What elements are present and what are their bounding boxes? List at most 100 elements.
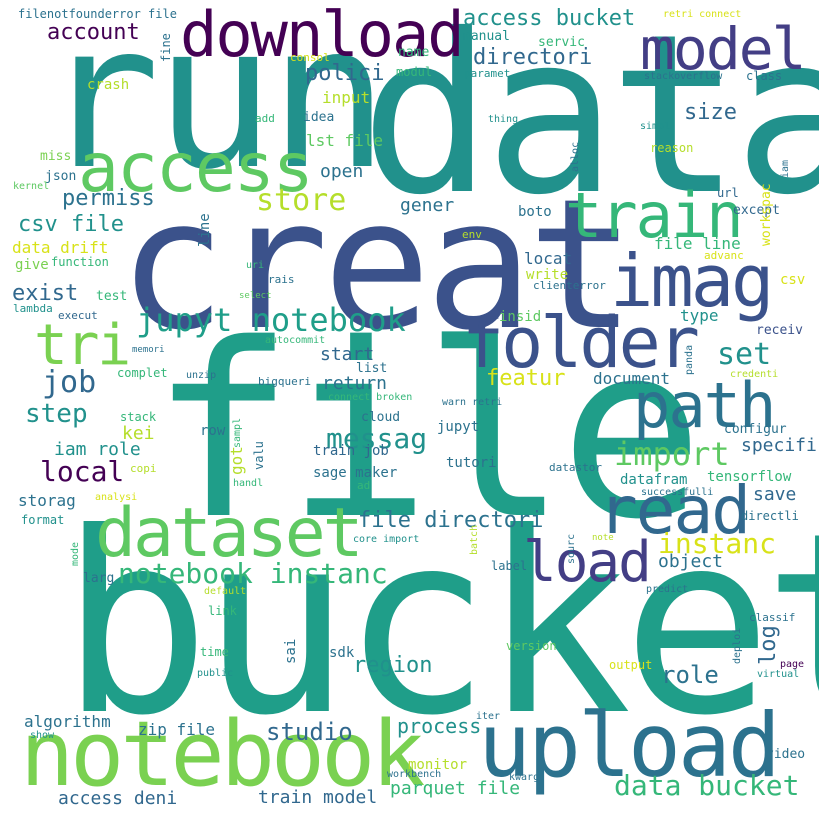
- word-handl: handl: [233, 478, 264, 489]
- word-csv: csv: [780, 272, 806, 288]
- word-specifi: specifi: [741, 435, 817, 456]
- word-directli: directli: [741, 509, 799, 523]
- word-filenotfounderror-file: filenotfounderror file: [18, 7, 177, 21]
- word-document: document: [593, 369, 671, 388]
- word-jupyt: jupyt: [437, 419, 480, 435]
- word-store: store: [256, 183, 347, 218]
- word-notebook-instanc: notebook instanc: [118, 557, 388, 590]
- word-set: set: [717, 337, 772, 372]
- word-gener: gener: [400, 195, 455, 216]
- word-default: default: [204, 586, 247, 597]
- word-deploi: deploi: [732, 627, 743, 664]
- word-train-model: train model: [258, 787, 378, 808]
- word-reason: reason: [650, 141, 694, 155]
- word-creat: creat: [118, 161, 636, 370]
- word-messag: messag: [326, 422, 428, 455]
- word-analysi: analysi: [95, 492, 138, 503]
- word-read: read: [598, 472, 751, 549]
- word-receiv: receiv: [756, 323, 803, 338]
- word-file-line: file line: [654, 234, 741, 253]
- word-csv-file: csv file: [18, 212, 124, 237]
- word-tri: tri: [34, 313, 131, 378]
- word-valu: valu: [252, 441, 266, 470]
- word-role: role: [661, 661, 719, 689]
- word-input: input: [322, 88, 371, 107]
- word-data-drift: data drift: [12, 238, 109, 257]
- word-bigqueri: bigqueri: [258, 375, 311, 388]
- word-algorithm: algorithm: [24, 712, 111, 731]
- word-label: label: [491, 559, 528, 573]
- word-tutori: tutori: [446, 455, 497, 471]
- word-rais: rais: [268, 273, 295, 286]
- word-stackoverflow: stackoverflow: [644, 71, 723, 82]
- word-got: got: [227, 446, 246, 475]
- word-fine: fine: [159, 33, 173, 62]
- word-credenti: credenti: [730, 369, 779, 380]
- word-data: data: [360, 0, 819, 243]
- word-unzip: unzip: [186, 370, 217, 381]
- word-type: type: [680, 306, 719, 325]
- word-list: list: [356, 361, 388, 376]
- word-write: write: [526, 267, 569, 283]
- word-path: path: [633, 369, 776, 442]
- word-memori: memori: [132, 345, 165, 355]
- word-lambda: lambda: [13, 302, 53, 315]
- word-workbench: workbench: [387, 769, 442, 780]
- word-cloud: cloud: [361, 410, 401, 425]
- word-boto: boto: [518, 204, 552, 220]
- word-notebook: notebook: [20, 702, 425, 807]
- word-sai: sai: [283, 638, 299, 664]
- word-run: run: [40, 0, 389, 214]
- word-larg: larg: [83, 571, 115, 586]
- word-import: import: [614, 435, 730, 473]
- word-model: model: [640, 15, 807, 83]
- word-file-directori: file directori: [358, 508, 544, 533]
- word-zip-file: zip file: [138, 720, 216, 739]
- word-clienterror: clienterror: [533, 279, 606, 292]
- word-format: format: [21, 513, 65, 527]
- word-log: log: [756, 625, 781, 665]
- word-step: step: [25, 399, 88, 429]
- word-sage-maker: sage maker: [313, 465, 398, 481]
- word-data-bucket: data bucket: [614, 769, 800, 802]
- word-monitor: monitor: [408, 757, 468, 773]
- word-virtual: virtual: [757, 669, 800, 680]
- word-advanc: advanc: [704, 249, 744, 262]
- word-select: select: [239, 291, 272, 301]
- word-public: public: [197, 668, 234, 679]
- word-version: version: [506, 639, 557, 653]
- word-time: time: [200, 645, 229, 659]
- word-lst-file: lst file: [306, 131, 384, 150]
- word-complet: complet: [117, 366, 168, 380]
- word-simpl: simpl: [640, 121, 671, 132]
- word-class: class: [746, 69, 783, 83]
- word-access-deni: access deni: [58, 788, 178, 809]
- word-process: process: [397, 714, 482, 738]
- word-connect-broken: connect broken: [328, 392, 413, 403]
- word-save: save: [753, 484, 797, 505]
- word-mode: mode: [70, 541, 81, 566]
- word-consol: consol: [290, 51, 330, 64]
- word-iam: iam: [780, 159, 791, 178]
- word-exist: exist: [12, 281, 79, 306]
- word-locat: locat: [524, 249, 573, 268]
- word-permiss: permiss: [62, 186, 155, 211]
- word-give: give: [15, 257, 49, 273]
- word-local: local: [40, 455, 125, 488]
- word-kwarg: kwarg: [509, 772, 540, 783]
- word-start: start: [320, 344, 375, 365]
- word-autocommit: autocommit: [265, 335, 326, 346]
- word-ad: ad: [357, 479, 371, 492]
- word-datastor: datastor: [549, 461, 602, 474]
- word-row: row: [200, 423, 226, 439]
- word-json: json: [45, 169, 77, 184]
- word-access: access: [78, 129, 314, 208]
- word-tensorflow: tensorflow: [707, 469, 792, 485]
- word-download: download: [180, 0, 465, 71]
- word-jupyt-notebook: jupyt notebook: [136, 301, 406, 339]
- word-studio: studio: [266, 718, 353, 746]
- word-sampl: sampl: [232, 417, 243, 448]
- word-workspac: workspac: [759, 183, 774, 246]
- word-featur: featur: [486, 366, 566, 391]
